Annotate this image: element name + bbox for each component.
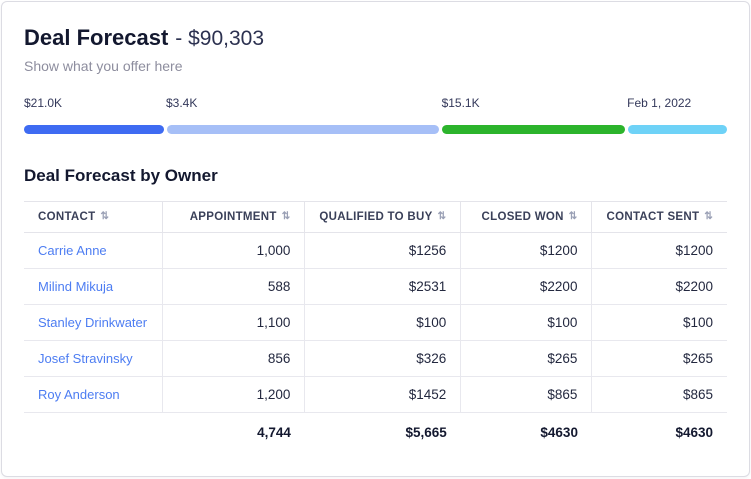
section-title: Deal Forecast by Owner (24, 166, 218, 185)
cell-qualified-to-buy: $2531 (304, 268, 462, 305)
progress-segment-2 (167, 125, 440, 134)
forecast-progress-bar (24, 125, 727, 134)
column-header-contact-label: CONTACT (38, 211, 96, 223)
cell-contact: Josef Stravinsky (24, 340, 163, 377)
cell-appointment: 588 (162, 268, 306, 305)
sort-icon[interactable]: ⇅ (704, 211, 713, 222)
totals-empty-cell (24, 413, 162, 451)
totals-closed-won: $4630 (540, 425, 578, 440)
cell-appointment: 1,100 (162, 304, 306, 341)
contact-link[interactable]: Carrie Anne (38, 243, 107, 258)
cell-contact-sent: $865 (591, 376, 727, 413)
cell-qualified-to-buy: $326 (304, 340, 462, 377)
table-header-row: CONTACT ⇅ APPOINTMENT ⇅ QUALIFIED TO BUY ⇅ … (24, 201, 727, 233)
contact-link[interactable]: Roy Anderson (38, 387, 120, 402)
sort-icon[interactable]: ⇅ (281, 211, 291, 222)
table-row: Milind Mikuja 588 $2531 $2200 $2200 (24, 268, 727, 305)
column-header-appointment[interactable]: APPOINTMENT ⇅ (162, 201, 306, 233)
table-row: Josef Stravinsky 856 $326 $265 $265 (24, 340, 727, 377)
column-header-contact[interactable]: CONTACT ⇅ (24, 201, 163, 233)
cell-appointment: 856 (162, 340, 306, 377)
table-row: Stanley Drinkwater 1,100 $100 $100 $100 (24, 304, 727, 341)
column-header-contact-sent[interactable]: CONTACT SENT ⇅ (591, 201, 727, 233)
totals-row: 4,744 $5,665 $4630 $4630 (24, 413, 727, 451)
column-header-closed-won-label: CLOSED WON (481, 211, 564, 223)
page-title-amount: - $90,303 (175, 27, 265, 50)
forecast-progress: $21.0K $3.4K $15.1K Feb 1, 2022 (24, 96, 727, 134)
deal-forecast-table: CONTACT ⇅ APPOINTMENT ⇅ QUALIFIED TO BUY ⇅ … (24, 201, 727, 450)
progress-segment-3 (442, 125, 626, 134)
cell-qualified-to-buy: $100 (304, 304, 462, 341)
column-header-qualified-to-buy-label: QUALIFIED TO BUY (319, 211, 433, 223)
cell-contact-sent: $100 (591, 304, 727, 341)
cell-closed-won: $865 (460, 376, 593, 413)
sort-icon[interactable]: ⇅ (100, 211, 110, 222)
contact-link[interactable]: Stanley Drinkwater (38, 315, 148, 330)
card-header: Deal Forecast - $90,303 Show what you off… (24, 2, 727, 74)
progress-labels: $21.0K $3.4K $15.1K Feb 1, 2022 (24, 96, 727, 112)
page-subtitle: Show what you offer here (24, 58, 183, 74)
progress-label-1: $21.0K (24, 96, 63, 110)
progress-label-4: Feb 1, 2022 (627, 96, 692, 110)
totals-appointment: 4,744 (257, 425, 291, 440)
cell-contact: Roy Anderson (24, 376, 163, 413)
table-row: Carrie Anne 1,000 $1256 $1200 $1200 (24, 232, 727, 269)
column-header-closed-won[interactable]: CLOSED WON ⇅ (460, 201, 593, 233)
progress-segment-1 (24, 125, 165, 134)
totals-contact-sent: $4630 (675, 425, 713, 440)
column-header-qualified-to-buy[interactable]: QUALIFIED TO BUY ⇅ (304, 201, 462, 233)
contact-link[interactable]: Josef Stravinsky (38, 351, 133, 366)
cell-qualified-to-buy: $1452 (304, 376, 462, 413)
cell-contact-sent: $1200 (591, 232, 727, 269)
contact-link[interactable]: Milind Mikuja (38, 279, 114, 294)
column-header-appointment-label: APPOINTMENT (189, 211, 277, 223)
progress-label-2: $3.4K (166, 96, 198, 110)
cell-closed-won: $1200 (460, 232, 593, 269)
cell-qualified-to-buy: $1256 (304, 232, 462, 269)
column-header-contact-sent-label: CONTACT SENT (606, 211, 700, 223)
table-row: Roy Anderson 1,200 $1452 $865 $865 (24, 376, 727, 413)
cell-contact: Carrie Anne (24, 232, 163, 269)
progress-label-3: $15.1K (441, 96, 480, 110)
page-title-text: Deal Forecast (24, 25, 169, 50)
cell-appointment: 1,200 (162, 376, 306, 413)
sort-icon[interactable]: ⇅ (437, 211, 447, 222)
cell-closed-won: $2200 (460, 268, 593, 305)
cell-contact-sent: $265 (591, 340, 727, 377)
sort-icon[interactable]: ⇅ (568, 211, 578, 222)
cell-closed-won: $100 (460, 304, 593, 341)
cell-contact: Milind Mikuja (24, 268, 163, 305)
cell-contact: Stanley Drinkwater (24, 304, 163, 341)
cell-contact-sent: $2200 (591, 268, 727, 305)
cell-appointment: 1,000 (162, 232, 306, 269)
progress-segment-4 (628, 125, 727, 134)
page-title: Deal Forecast - $90,303 (24, 24, 727, 53)
cell-closed-won: $265 (460, 340, 593, 377)
totals-qualified-to-buy: $5,665 (405, 425, 447, 440)
